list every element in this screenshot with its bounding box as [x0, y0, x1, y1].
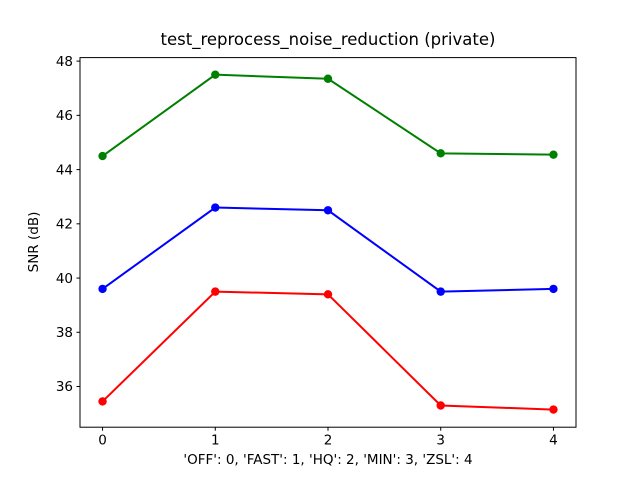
- data-point-blue-series-2: [323, 206, 333, 215]
- data-point-red-series-0: [98, 397, 107, 406]
- data-point-blue-series-0: [98, 284, 107, 294]
- x-tick-label: 0: [98, 433, 107, 449]
- axes-frame: [79, 57, 577, 428]
- y-tick-label: 44: [56, 162, 73, 178]
- data-point-green-series-1: [211, 70, 220, 79]
- data-point-blue-series-1: [211, 203, 220, 212]
- data-point-red-series-2: [323, 290, 333, 299]
- data-point-blue-series-3: [436, 287, 445, 296]
- y-tick-label: 36: [56, 379, 73, 395]
- x-axis-label: 'OFF': 0, 'FAST': 1, 'HQ': 2, 'MIN': 3, …: [183, 452, 473, 468]
- y-tick-label: 42: [56, 217, 73, 233]
- y-tick-label: 38: [56, 325, 73, 341]
- x-tick-label: 4: [549, 433, 558, 449]
- y-tick-label: 40: [56, 271, 73, 287]
- data-point-green-series-4: [549, 150, 558, 159]
- line-green-series: [101, 73, 555, 158]
- data-point-green-series-3: [436, 149, 445, 158]
- data-point-blue-series-4: [549, 284, 558, 294]
- chart-title: test_reprocess_noise_reduction (private): [160, 30, 496, 49]
- x-tick-label: 2: [324, 433, 333, 449]
- data-point-red-series-4: [549, 405, 558, 414]
- y-tick-label: 48: [56, 54, 73, 70]
- x-tick-label: 1: [211, 433, 220, 449]
- y-tick-label: 46: [56, 108, 73, 124]
- x-tick-label: 3: [436, 433, 445, 449]
- data-point-red-series-1: [211, 287, 220, 296]
- data-point-red-series-3: [436, 401, 445, 410]
- data-point-green-series-0: [98, 151, 107, 161]
- line-blue-series: [101, 206, 555, 293]
- line-red-series: [101, 290, 555, 411]
- data-point-green-series-2: [323, 74, 333, 83]
